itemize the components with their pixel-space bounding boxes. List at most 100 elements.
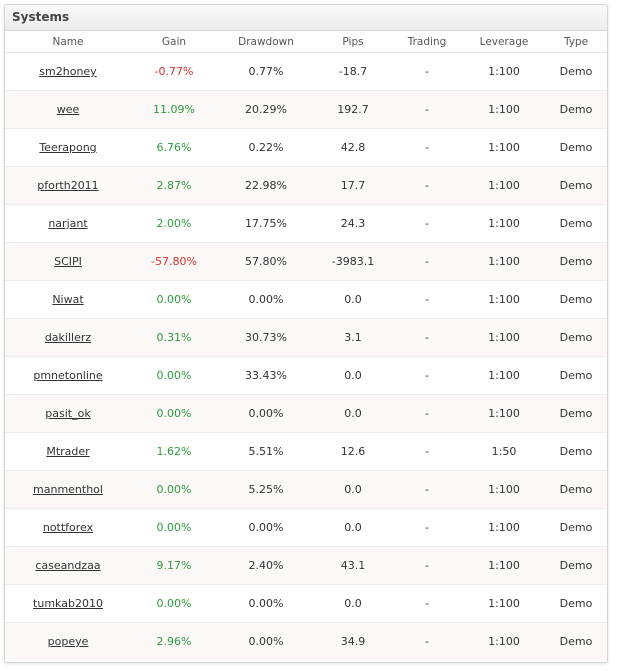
type-cell: Demo (545, 166, 607, 205)
drawdown-cell: 0.77% (217, 52, 315, 91)
gain-cell: -57.80% (131, 242, 217, 281)
name-cell: pforth2011 (5, 166, 131, 205)
drawdown-cell: 22.98% (217, 166, 315, 205)
system-name-link[interactable]: narjant (48, 217, 88, 230)
drawdown-cell: 2.40% (217, 546, 315, 585)
column-header-pips: Pips (315, 31, 391, 53)
pips-cell: -3983.1 (315, 242, 391, 281)
system-name-link[interactable]: nottforex (42, 521, 94, 534)
systems-panel: Systems Name Gain Drawdown Pips Trading … (4, 4, 608, 663)
column-header-leverage: Leverage (463, 31, 545, 53)
type-cell: Demo (545, 280, 607, 319)
system-name-link[interactable]: pasit_ok (45, 407, 91, 420)
drawdown-cell: 5.51% (217, 432, 315, 471)
leverage-cell: 1:100 (463, 470, 545, 509)
name-cell: Mtrader (5, 432, 131, 471)
trading-cell: - (391, 242, 463, 281)
trading-cell: - (391, 394, 463, 433)
trading-cell: - (391, 546, 463, 585)
name-cell: sm2honey (5, 52, 131, 91)
name-cell: Teerapong (5, 128, 131, 167)
gain-cell: 2.96% (131, 622, 217, 660)
gain-cell: 2.87% (131, 166, 217, 205)
drawdown-cell: 17.75% (217, 204, 315, 243)
name-cell: nottforex (5, 508, 131, 547)
drawdown-cell: 30.73% (217, 318, 315, 357)
type-cell: Demo (545, 546, 607, 585)
system-name-link[interactable]: dakillerz (44, 331, 92, 344)
leverage-cell: 1:100 (463, 584, 545, 623)
name-cell: tumkab2010 (5, 584, 131, 623)
drawdown-cell: 20.29% (217, 90, 315, 129)
system-name-link[interactable]: Niwat (52, 293, 84, 306)
trading-cell: - (391, 166, 463, 205)
type-cell: Demo (545, 622, 607, 660)
system-name-link[interactable]: popeye (47, 635, 89, 648)
system-name-link[interactable]: caseandzaa (35, 559, 101, 572)
table-row: popeye 2.96% 0.00% 34.9-1:100 Demo (5, 622, 607, 660)
name-cell: narjant (5, 204, 131, 243)
name-cell: SCIPI (5, 242, 131, 281)
drawdown-cell: 0.00% (217, 584, 315, 623)
gain-cell: -0.77% (131, 52, 217, 91)
table-row: Niwat 0.00% 0.00% 0.0-1:100 Demo (5, 280, 607, 319)
pips-cell: 0.0 (315, 356, 391, 395)
column-header-trading: Trading (391, 31, 463, 53)
name-cell: wee (5, 90, 131, 129)
trading-cell: - (391, 204, 463, 243)
gain-cell: 6.76% (131, 128, 217, 167)
pips-cell: 0.0 (315, 280, 391, 319)
column-header-drawdown: Drawdown (217, 31, 315, 53)
gain-cell: 0.00% (131, 470, 217, 509)
system-name-link[interactable]: Teerapong (39, 141, 97, 154)
leverage-cell: 1:100 (463, 52, 545, 91)
drawdown-cell: 33.43% (217, 356, 315, 395)
trading-cell: - (391, 318, 463, 357)
table-row: nottforex 0.00% 0.00% 0.0-1:100 Demo (5, 508, 607, 547)
type-cell: Demo (545, 318, 607, 357)
pips-cell: 192.7 (315, 90, 391, 129)
gain-cell: 2.00% (131, 204, 217, 243)
system-name-link[interactable]: sm2honey (39, 65, 97, 78)
table-row: dakillerz 0.31% 30.73% 3.1-1:100 Demo (5, 318, 607, 357)
pips-cell: 0.0 (315, 508, 391, 547)
table-row: caseandzaa 9.17% 2.40% 43.1-1:100 Demo (5, 546, 607, 585)
trading-cell: - (391, 470, 463, 509)
table-header-row: Name Gain Drawdown Pips Trading Leverage… (5, 31, 607, 53)
name-cell: pasit_ok (5, 394, 131, 433)
gain-cell: 11.09% (131, 90, 217, 129)
trading-cell: - (391, 508, 463, 547)
trading-cell: - (391, 128, 463, 167)
table-row: narjant 2.00% 17.75% 24.3-1:100 Demo (5, 204, 607, 243)
panel-title: Systems (5, 5, 607, 31)
type-cell: Demo (545, 52, 607, 91)
column-header-name: Name (5, 31, 131, 53)
system-name-link[interactable]: pforth2011 (37, 179, 99, 192)
pips-cell: 24.3 (315, 204, 391, 243)
type-cell: Demo (545, 128, 607, 167)
system-name-link[interactable]: SCIPI (54, 255, 82, 268)
column-header-type: Type (545, 31, 607, 53)
trading-cell: - (391, 52, 463, 91)
pips-cell: 0.0 (315, 584, 391, 623)
leverage-cell: 1:100 (463, 128, 545, 167)
system-name-link[interactable]: Mtrader (46, 445, 90, 458)
gain-cell: 0.00% (131, 508, 217, 547)
drawdown-cell: 0.00% (217, 280, 315, 319)
leverage-cell: 1:100 (463, 318, 545, 357)
type-cell: Demo (545, 242, 607, 281)
column-header-gain: Gain (131, 31, 217, 53)
system-name-link[interactable]: pmnetonline (33, 369, 103, 382)
system-name-link[interactable]: tumkab2010 (33, 597, 103, 610)
trading-cell: - (391, 432, 463, 471)
pips-cell: 3.1 (315, 318, 391, 357)
name-cell: popeye (5, 622, 131, 660)
pips-cell: 34.9 (315, 622, 391, 660)
type-cell: Demo (545, 432, 607, 471)
name-cell: caseandzaa (5, 546, 131, 585)
table-body: sm2honey -0.77% 0.77% -18.7-1:100 Demo wee 11.… (5, 52, 607, 660)
system-name-link[interactable]: manmenthol (33, 483, 103, 496)
leverage-cell: 1:100 (463, 622, 545, 660)
system-name-link[interactable]: wee (56, 103, 80, 116)
table-row: Teerapong 6.76% 0.22% 42.8-1:100 Demo (5, 128, 607, 167)
